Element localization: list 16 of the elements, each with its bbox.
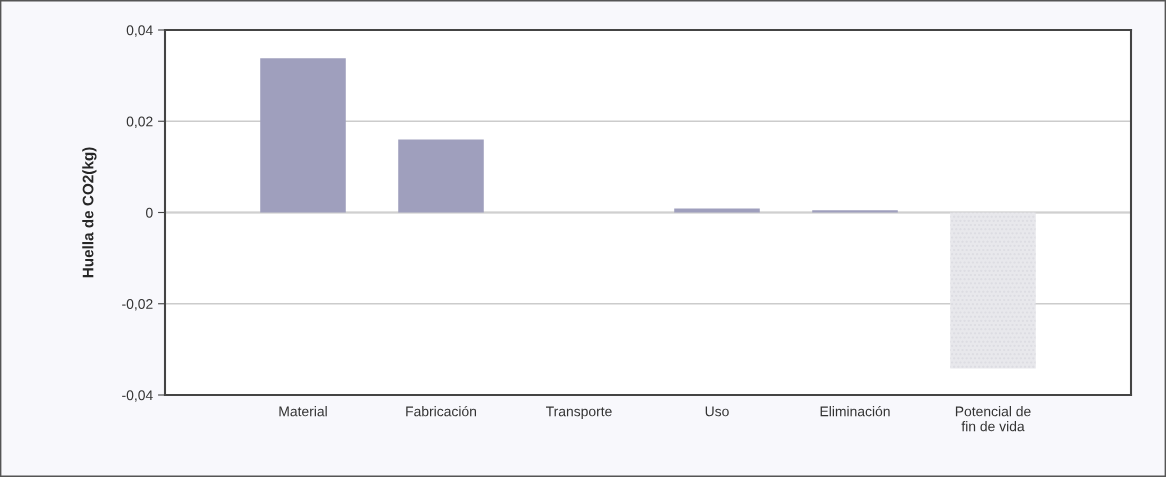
bar <box>260 58 346 213</box>
x-tick-label: Potencial de fin de vida <box>955 406 1031 432</box>
x-tick-label: Transporte <box>546 406 612 420</box>
y-tick-label: -0,04 <box>122 390 153 402</box>
y-tick-label: 0,02 <box>126 116 153 129</box>
x-tick-label: Uso <box>705 406 729 417</box>
y-axis-title: Huella de CO2(kg) <box>82 147 97 278</box>
bar <box>674 208 760 213</box>
y-tick-label: 0 <box>146 207 153 218</box>
bar <box>398 139 484 213</box>
x-tick-label: Fabricación <box>406 405 476 417</box>
y-tick-label: -0,02 <box>122 299 153 311</box>
x-tick-label: Material <box>279 406 327 417</box>
y-tick-label: 0,04 <box>126 25 153 37</box>
x-tick-label: Eliminación <box>820 405 890 417</box>
bar <box>950 212 1036 369</box>
